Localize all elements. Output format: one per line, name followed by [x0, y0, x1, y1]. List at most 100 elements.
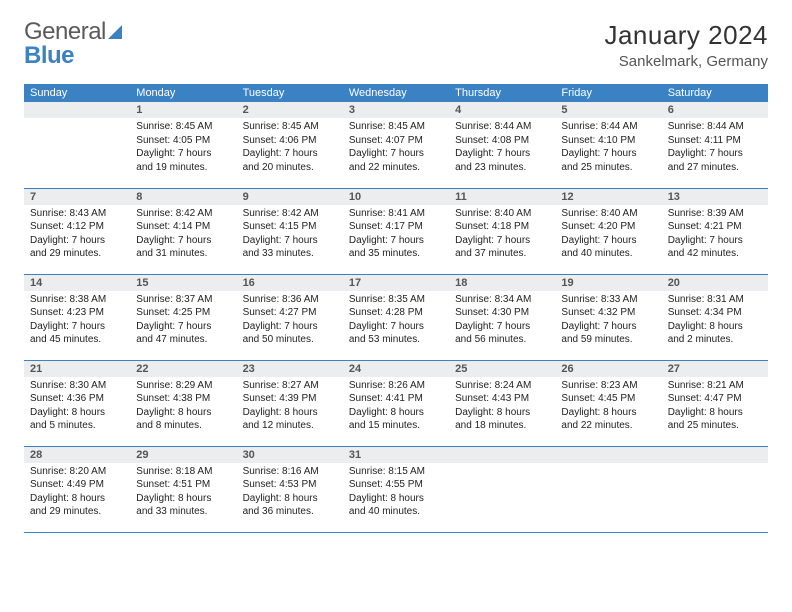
calendar-cell: 2Sunrise: 8:45 AMSunset: 4:06 PMDaylight…: [237, 102, 343, 188]
daylight-text: Daylight: 7 hours and 42 minutes.: [668, 234, 762, 261]
calendar-week-row: 28Sunrise: 8:20 AMSunset: 4:49 PMDayligh…: [24, 446, 768, 532]
location-label: Sankelmark, Germany: [604, 53, 768, 70]
sunrise-text: Sunrise: 8:23 AM: [561, 379, 655, 393]
calendar-cell: 6Sunrise: 8:44 AMSunset: 4:11 PMDaylight…: [662, 102, 768, 188]
daylight-text: Daylight: 8 hours and 36 minutes.: [243, 492, 337, 519]
day-details: Sunrise: 8:40 AMSunset: 4:18 PMDaylight:…: [449, 205, 555, 265]
sunset-text: Sunset: 4:15 PM: [243, 220, 337, 234]
day-details: Sunrise: 8:45 AMSunset: 4:06 PMDaylight:…: [237, 118, 343, 178]
day-number: 23: [237, 361, 343, 377]
day-details: [449, 463, 555, 523]
sunrise-text: Sunrise: 8:36 AM: [243, 293, 337, 307]
daylight-text: Daylight: 7 hours and 59 minutes.: [561, 320, 655, 347]
sunset-text: Sunset: 4:49 PM: [30, 478, 124, 492]
weekday-header: Wednesday: [343, 84, 449, 102]
weekday-header: Saturday: [662, 84, 768, 102]
sunset-text: Sunset: 4:14 PM: [136, 220, 230, 234]
day-number: 31: [343, 447, 449, 463]
calendar-cell: 15Sunrise: 8:37 AMSunset: 4:25 PMDayligh…: [130, 274, 236, 360]
day-details: Sunrise: 8:41 AMSunset: 4:17 PMDaylight:…: [343, 205, 449, 265]
weekday-header-row: Sunday Monday Tuesday Wednesday Thursday…: [24, 84, 768, 102]
day-details: Sunrise: 8:15 AMSunset: 4:55 PMDaylight:…: [343, 463, 449, 523]
day-details: Sunrise: 8:35 AMSunset: 4:28 PMDaylight:…: [343, 291, 449, 351]
daylight-text: Daylight: 8 hours and 18 minutes.: [455, 406, 549, 433]
calendar-cell: 19Sunrise: 8:33 AMSunset: 4:32 PMDayligh…: [555, 274, 661, 360]
day-details: Sunrise: 8:29 AMSunset: 4:38 PMDaylight:…: [130, 377, 236, 437]
day-details: Sunrise: 8:44 AMSunset: 4:11 PMDaylight:…: [662, 118, 768, 178]
daylight-text: Daylight: 8 hours and 25 minutes.: [668, 406, 762, 433]
day-number: 15: [130, 275, 236, 291]
day-details: Sunrise: 8:36 AMSunset: 4:27 PMDaylight:…: [237, 291, 343, 351]
sunrise-text: Sunrise: 8:20 AM: [30, 465, 124, 479]
calendar-cell: 16Sunrise: 8:36 AMSunset: 4:27 PMDayligh…: [237, 274, 343, 360]
sunset-text: Sunset: 4:18 PM: [455, 220, 549, 234]
calendar-cell: 9Sunrise: 8:42 AMSunset: 4:15 PMDaylight…: [237, 188, 343, 274]
day-number: [449, 447, 555, 463]
brand-text: General Blue: [24, 20, 122, 68]
day-number: 2: [237, 102, 343, 118]
sunset-text: Sunset: 4:30 PM: [455, 306, 549, 320]
day-details: Sunrise: 8:26 AMSunset: 4:41 PMDaylight:…: [343, 377, 449, 437]
day-details: Sunrise: 8:16 AMSunset: 4:53 PMDaylight:…: [237, 463, 343, 523]
sunrise-text: Sunrise: 8:39 AM: [668, 207, 762, 221]
day-number: [555, 447, 661, 463]
sunset-text: Sunset: 4:55 PM: [349, 478, 443, 492]
day-details: Sunrise: 8:42 AMSunset: 4:15 PMDaylight:…: [237, 205, 343, 265]
brand-word2: Blue: [24, 42, 74, 69]
day-number: 5: [555, 102, 661, 118]
daylight-text: Daylight: 7 hours and 40 minutes.: [561, 234, 655, 261]
weekday-header: Sunday: [24, 84, 130, 102]
brand-logo: General Blue: [24, 20, 122, 68]
day-details: Sunrise: 8:44 AMSunset: 4:10 PMDaylight:…: [555, 118, 661, 178]
calendar-cell: [24, 102, 130, 188]
calendar-cell: 14Sunrise: 8:38 AMSunset: 4:23 PMDayligh…: [24, 274, 130, 360]
calendar-cell: 20Sunrise: 8:31 AMSunset: 4:34 PMDayligh…: [662, 274, 768, 360]
sunset-text: Sunset: 4:47 PM: [668, 392, 762, 406]
sunrise-text: Sunrise: 8:45 AM: [136, 120, 230, 134]
sunrise-text: Sunrise: 8:33 AM: [561, 293, 655, 307]
sunset-text: Sunset: 4:43 PM: [455, 392, 549, 406]
calendar-body: 1Sunrise: 8:45 AMSunset: 4:05 PMDaylight…: [24, 102, 768, 532]
day-number: 19: [555, 275, 661, 291]
brand-triangle-icon: [108, 25, 122, 39]
calendar-cell: 22Sunrise: 8:29 AMSunset: 4:38 PMDayligh…: [130, 360, 236, 446]
calendar-cell: 27Sunrise: 8:21 AMSunset: 4:47 PMDayligh…: [662, 360, 768, 446]
day-details: Sunrise: 8:21 AMSunset: 4:47 PMDaylight:…: [662, 377, 768, 437]
daylight-text: Daylight: 8 hours and 15 minutes.: [349, 406, 443, 433]
day-details: Sunrise: 8:45 AMSunset: 4:07 PMDaylight:…: [343, 118, 449, 178]
sunrise-text: Sunrise: 8:29 AM: [136, 379, 230, 393]
daylight-text: Daylight: 7 hours and 47 minutes.: [136, 320, 230, 347]
sunset-text: Sunset: 4:07 PM: [349, 134, 443, 148]
daylight-text: Daylight: 7 hours and 23 minutes.: [455, 147, 549, 174]
sunrise-text: Sunrise: 8:44 AM: [561, 120, 655, 134]
sunset-text: Sunset: 4:34 PM: [668, 306, 762, 320]
sunrise-text: Sunrise: 8:44 AM: [668, 120, 762, 134]
sunrise-text: Sunrise: 8:40 AM: [561, 207, 655, 221]
day-details: Sunrise: 8:43 AMSunset: 4:12 PMDaylight:…: [24, 205, 130, 265]
daylight-text: Daylight: 8 hours and 40 minutes.: [349, 492, 443, 519]
sunrise-text: Sunrise: 8:42 AM: [243, 207, 337, 221]
calendar-cell: 5Sunrise: 8:44 AMSunset: 4:10 PMDaylight…: [555, 102, 661, 188]
sunrise-text: Sunrise: 8:34 AM: [455, 293, 549, 307]
daylight-text: Daylight: 8 hours and 12 minutes.: [243, 406, 337, 433]
calendar-week-row: 14Sunrise: 8:38 AMSunset: 4:23 PMDayligh…: [24, 274, 768, 360]
sunrise-text: Sunrise: 8:31 AM: [668, 293, 762, 307]
sunset-text: Sunset: 4:41 PM: [349, 392, 443, 406]
calendar-page: General Blue January 2024 Sankelmark, Ge…: [0, 0, 792, 553]
day-details: Sunrise: 8:38 AMSunset: 4:23 PMDaylight:…: [24, 291, 130, 351]
day-details: Sunrise: 8:40 AMSunset: 4:20 PMDaylight:…: [555, 205, 661, 265]
daylight-text: Daylight: 8 hours and 22 minutes.: [561, 406, 655, 433]
sunset-text: Sunset: 4:10 PM: [561, 134, 655, 148]
day-number: 26: [555, 361, 661, 377]
sunset-text: Sunset: 4:12 PM: [30, 220, 124, 234]
day-details: [24, 118, 130, 178]
day-details: Sunrise: 8:42 AMSunset: 4:14 PMDaylight:…: [130, 205, 236, 265]
calendar-cell: 17Sunrise: 8:35 AMSunset: 4:28 PMDayligh…: [343, 274, 449, 360]
day-details: Sunrise: 8:20 AMSunset: 4:49 PMDaylight:…: [24, 463, 130, 523]
daylight-text: Daylight: 8 hours and 5 minutes.: [30, 406, 124, 433]
sunrise-text: Sunrise: 8:24 AM: [455, 379, 549, 393]
day-number: 20: [662, 275, 768, 291]
weekday-header: Tuesday: [237, 84, 343, 102]
sunset-text: Sunset: 4:20 PM: [561, 220, 655, 234]
daylight-text: Daylight: 7 hours and 45 minutes.: [30, 320, 124, 347]
